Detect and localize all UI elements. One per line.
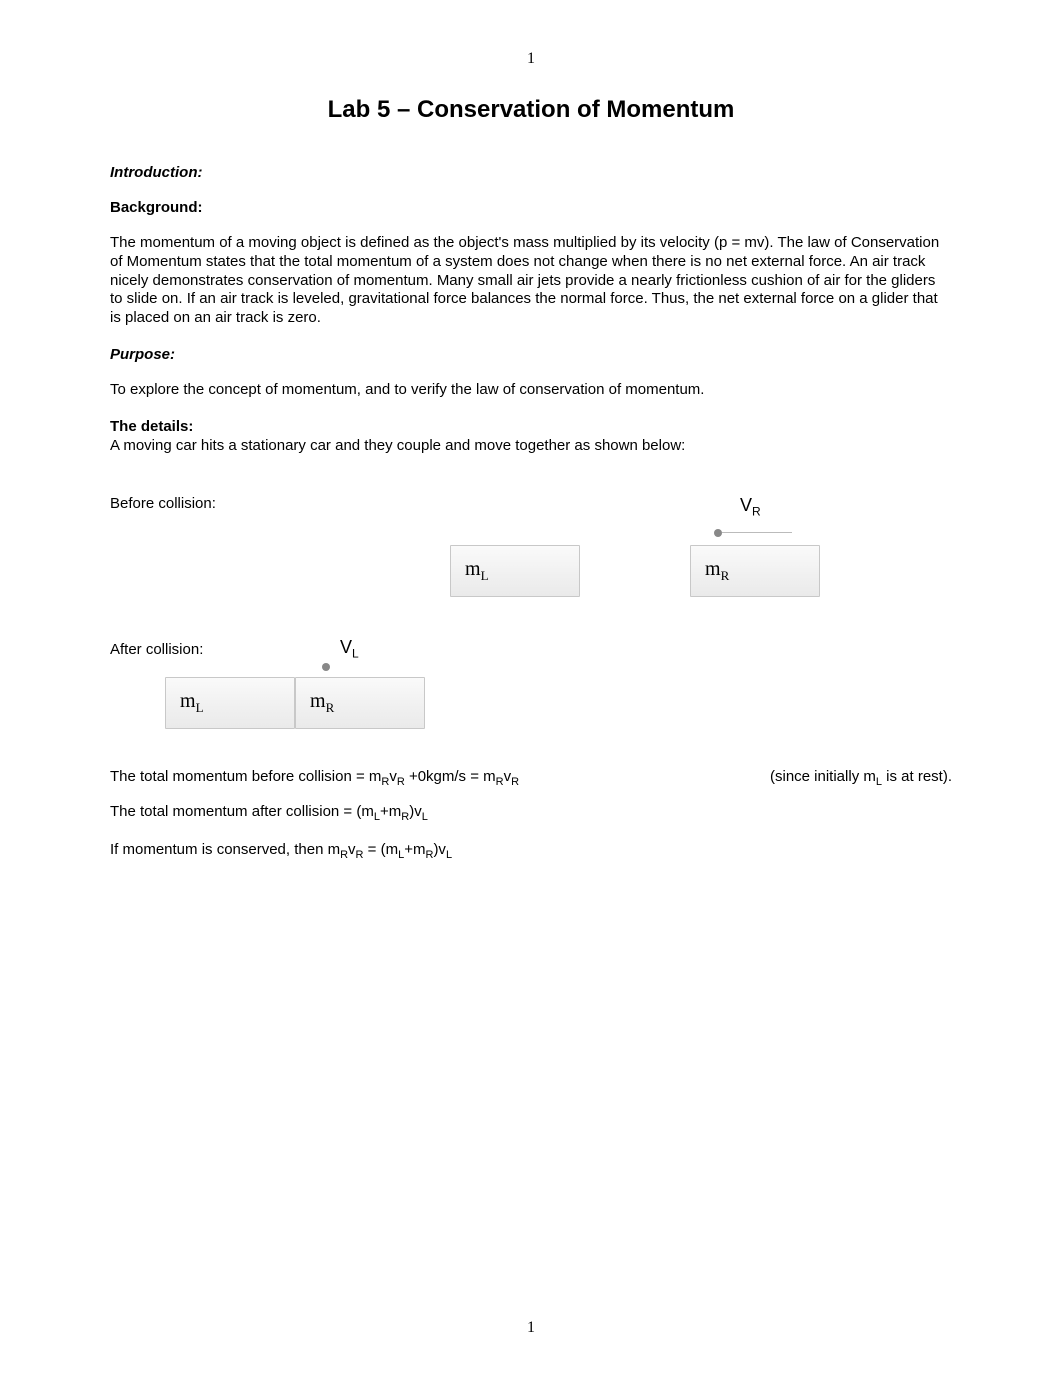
formula2-sub2: R <box>401 811 409 823</box>
background-heading: Background: <box>110 199 952 216</box>
lab-title: Lab 5 – Conservation of Momentum <box>110 96 952 124</box>
background-text: The momentum of a moving object is defin… <box>110 234 952 328</box>
formula-note: (since initially mL is at rest). <box>770 768 952 788</box>
formula1-seg4: v <box>504 768 512 785</box>
velocity-l-label: VL <box>340 637 359 661</box>
formula1-sub3: R <box>496 776 504 788</box>
formula2-seg3: )v <box>409 803 422 820</box>
mass-left-after-main: m <box>180 690 196 712</box>
formula1-seg3: +0kgm/s = m <box>405 768 496 785</box>
purpose-text: To explore the concept of momentum, and … <box>110 381 952 400</box>
mass-right-after-sub: R <box>326 700 335 715</box>
spacer <box>110 827 952 841</box>
formula3-sub5: L <box>446 849 452 861</box>
formula3-sub2: R <box>356 849 364 861</box>
before-collision-label: Before collision: <box>110 495 216 512</box>
formula3-seg2: v <box>348 841 356 858</box>
mass-block-right: mR <box>690 545 820 597</box>
mass-right-main: m <box>705 558 721 580</box>
formula3-seg4: +m <box>404 841 425 858</box>
velocity-l-main: V <box>340 637 352 657</box>
formula-after: The total momentum after collision = (m L… <box>110 803 952 823</box>
formula1-sub2: R <box>397 776 405 788</box>
purpose-heading: Purpose: <box>110 346 952 363</box>
mass-left-main: m <box>465 558 481 580</box>
mass-right-after-label: mR <box>310 690 334 716</box>
introduction-heading: Introduction: <box>110 164 952 181</box>
formula2-sub3: L <box>422 811 428 823</box>
formula3-seg1: If momentum is conserved, then m <box>110 841 340 858</box>
velocity-l-sub: L <box>352 647 359 661</box>
page-number-top: 1 <box>110 50 952 68</box>
formula3-seg3: = (m <box>364 841 399 858</box>
velocity-r-label: VR <box>740 495 761 519</box>
velocity-r-main: V <box>740 495 752 515</box>
mass-right-after-main: m <box>310 690 326 712</box>
details-heading: The details: <box>110 418 952 435</box>
mass-left-label: mL <box>465 558 489 584</box>
mass-right-sub: R <box>721 568 730 583</box>
formula1-note-post: is at rest). <box>882 768 952 785</box>
formula1-seg2: v <box>389 768 397 785</box>
velocity-r-sub: R <box>752 505 761 519</box>
formula2-seg2: +m <box>380 803 401 820</box>
formula2-seg1: The total momentum after collision = (m <box>110 803 374 820</box>
before-collision-diagram: Before collision: VR mL mR <box>110 485 952 625</box>
mass-left-sub: L <box>481 568 489 583</box>
formula3-sub1: R <box>340 849 348 861</box>
mass-block-left-after: mL <box>165 677 295 729</box>
formula1-seg1: The total momentum before collision = m <box>110 768 381 785</box>
mass-left-after-label: mL <box>180 690 204 716</box>
page: 1 Lab 5 – Conservation of Momentum Intro… <box>0 0 1062 1377</box>
formula1-sub4: R <box>511 776 519 788</box>
formula-conserved: If momentum is conserved, then mRvR = (m… <box>110 841 952 861</box>
formula1-note-pre: (since initially m <box>770 768 876 785</box>
arrow-dot-icon <box>714 529 722 537</box>
after-collision-label: After collision: <box>110 641 203 658</box>
after-collision-diagram: After collision: VL mL mR <box>110 635 952 745</box>
mass-block-left: mL <box>450 545 580 597</box>
formula-row-1: The total momentum before collision = m R… <box>110 753 952 803</box>
mass-block-right-after: mR <box>295 677 425 729</box>
page-number-bottom: 1 <box>0 1319 1062 1337</box>
mass-right-label: mR <box>705 558 729 584</box>
arrow-tail-icon <box>722 532 792 533</box>
formula-before: The total momentum before collision = m R… <box>110 768 519 788</box>
formula3-seg5: )v <box>433 841 446 858</box>
details-text: A moving car hits a stationary car and t… <box>110 437 952 456</box>
arrow-dot-icon <box>322 663 330 671</box>
mass-left-after-sub: L <box>196 700 204 715</box>
